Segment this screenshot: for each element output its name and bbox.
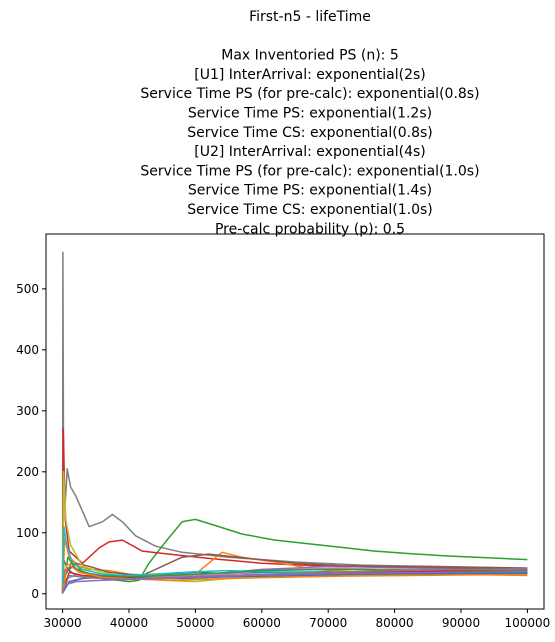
- x-tick-label: 70000: [309, 616, 347, 630]
- x-tick-label: 100000: [504, 616, 550, 630]
- series-line-5: [61, 538, 528, 593]
- series-line-10: [61, 525, 528, 592]
- x-tick-label: 30000: [44, 616, 82, 630]
- x-tick-label: 40000: [110, 616, 148, 630]
- title-line: Pre-calc probability (p): 0.5: [215, 221, 405, 237]
- title-line: Max Inventoried PS (n): 5: [221, 48, 398, 64]
- series-line-7: [61, 553, 528, 592]
- x-tick-label: 90000: [442, 616, 480, 630]
- y-tick-label: 0: [31, 587, 39, 601]
- title-line: Service Time CS: exponential(1.0s): [187, 202, 433, 218]
- title-line: Service Time PS: exponential(1.2s): [188, 106, 432, 122]
- x-tick-label: 50000: [176, 616, 214, 630]
- series-line-16: [61, 571, 528, 594]
- title-line: First-n5 - lifeTime: [249, 9, 371, 25]
- x-tick-label: 80000: [376, 616, 414, 630]
- plot-lines: [61, 251, 528, 594]
- chart-title: First-n5 - lifeTime Max Inventoried PS (n…: [140, 9, 479, 237]
- title-line: Service Time PS (for pre-calc): exponent…: [140, 163, 479, 179]
- title-line: Service Time PS (for pre-calc): exponent…: [140, 86, 479, 102]
- series-line-14: [61, 562, 528, 594]
- title-line: Service Time PS: exponential(1.4s): [188, 183, 432, 199]
- y-tick-label: 300: [16, 404, 39, 418]
- plot-frame: [45, 233, 545, 610]
- y-tick-label: 500: [16, 282, 39, 296]
- x-tick-label: 60000: [243, 616, 281, 630]
- title-line: [U2] InterArrival: exponential(4s): [194, 144, 425, 160]
- y-tick-label: 200: [16, 465, 39, 479]
- title-line: Service Time CS: exponential(0.8s): [187, 125, 433, 141]
- x-axis: 30000 40000 50000 60000 70000 80000 90000 10000…: [44, 609, 550, 630]
- y-tick-label: 400: [16, 343, 39, 357]
- y-axis: 0 100 200 300 400 500: [16, 282, 46, 601]
- title-line: [U1] InterArrival: exponential(2s): [194, 67, 425, 83]
- y-tick-label: 100: [16, 526, 39, 540]
